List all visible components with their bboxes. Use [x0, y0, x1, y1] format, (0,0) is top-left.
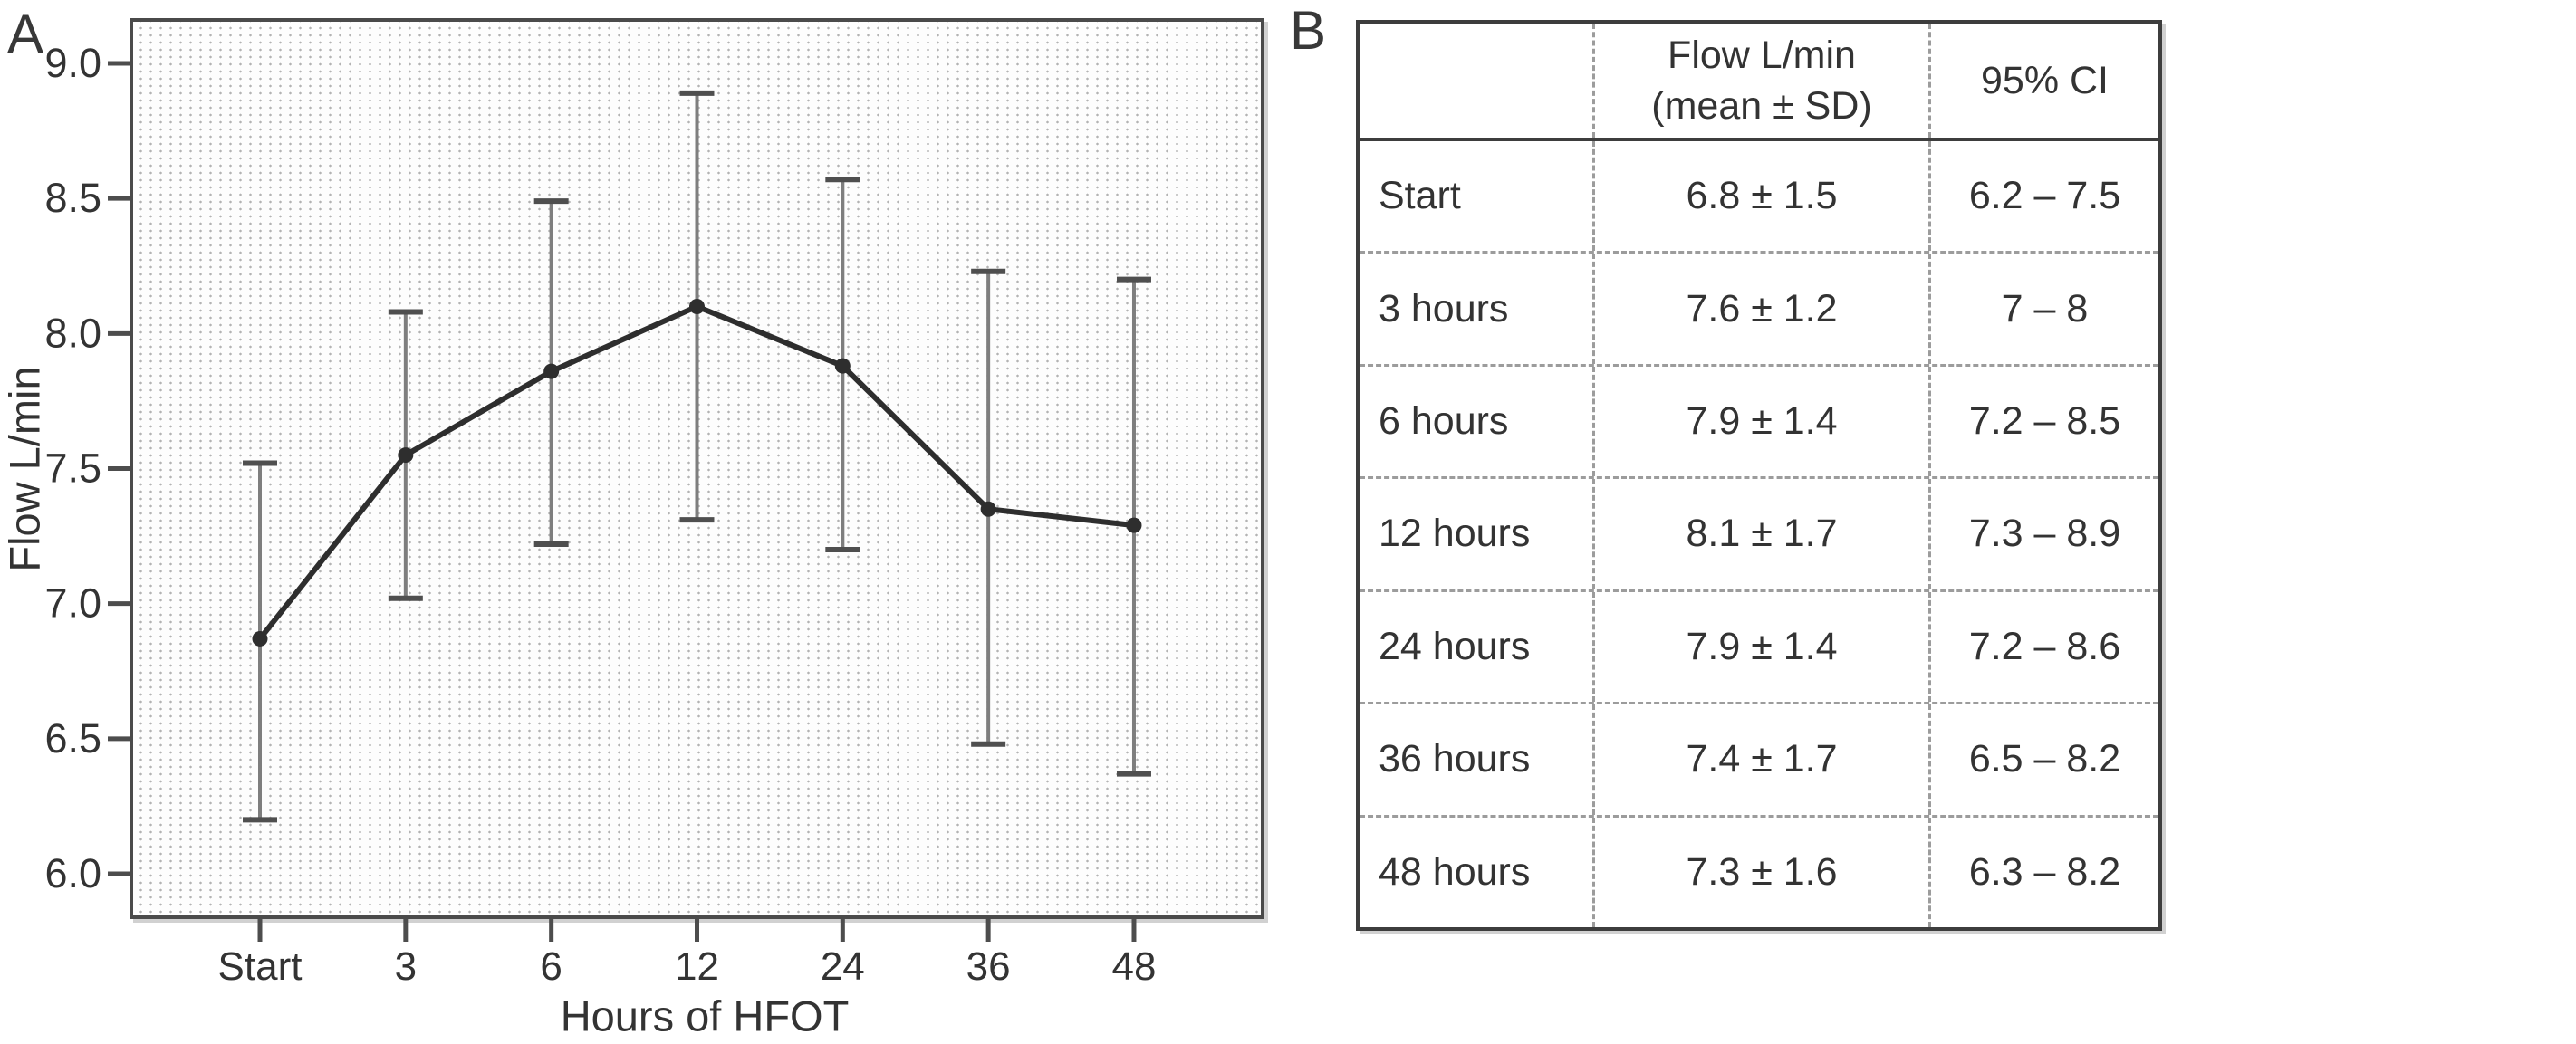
y-tick-label: 9.0 [44, 40, 101, 86]
cell-time: 12 hours [1379, 512, 1531, 556]
table-row: 12 hours 8.1 ± 1.7 7.3 – 8.9 [1360, 476, 2158, 589]
x-tick-label: 12 [675, 944, 719, 989]
table-body: Start 6.8 ± 1.5 6.2 – 7.5 3 hours 7.6 ± 1.2 7… [1360, 141, 2158, 927]
cell-95ci: 7.2 – 8.6 [1928, 591, 2158, 703]
data-point [834, 358, 851, 374]
cell-95ci: 6.5 – 8.2 [1928, 704, 2158, 815]
cell-95ci: 7.3 – 8.9 [1928, 479, 2158, 589]
cell-95ci: 7.2 – 8.5 [1928, 366, 2158, 477]
header-flow-line1: Flow L/min [1668, 34, 1856, 77]
cell-flow-mean-sd: 7.3 ± 1.6 [1592, 817, 1928, 927]
table-row: 6 hours 7.9 ± 1.4 7.2 – 8.5 [1360, 363, 2158, 477]
cell-flow-mean-sd: 8.1 ± 1.7 [1592, 479, 1928, 589]
summary-table: Flow L/min (mean ± SD) 95% CI Start 6.8 ±… [1356, 20, 2162, 931]
header-time-blank [1360, 24, 1592, 138]
cell-flow-mean-sd: 7.9 ± 1.4 [1592, 591, 1928, 703]
cell-flow-mean-sd: 7.9 ± 1.4 [1592, 366, 1928, 477]
header-ci: 95% CI [1928, 24, 2158, 138]
table-row: 36 hours 7.4 ± 1.7 6.5 – 8.2 [1360, 702, 2158, 815]
table-row: 3 hours 7.6 ± 1.2 7 – 8 [1360, 251, 2158, 364]
cell-flow-mean-sd: 6.8 ± 1.5 [1592, 141, 1928, 252]
x-tick-label: Start [218, 944, 303, 989]
data-point [398, 447, 414, 464]
cell-time: Start [1379, 174, 1461, 218]
x-tick-label: 36 [966, 944, 1011, 989]
data-point [688, 298, 705, 314]
cell-95ci: 6.3 – 8.2 [1928, 817, 2158, 927]
cell-time: 3 hours [1379, 286, 1509, 330]
y-tick-label: 8.5 [44, 175, 101, 221]
cell-time: 48 hours [1379, 849, 1531, 894]
data-point [1126, 517, 1142, 533]
data-point [543, 363, 560, 379]
panel-a-label: A [7, 4, 44, 64]
table-row: 48 hours 7.3 ± 1.6 6.3 – 8.2 [1360, 814, 2158, 927]
x-tick-label: 6 [540, 944, 562, 989]
y-axis-title: Flow L/min [0, 366, 49, 572]
table-row: 24 hours 7.9 ± 1.4 7.2 – 8.6 [1360, 589, 2158, 703]
x-tick-label: 48 [1112, 944, 1157, 989]
cell-time: 36 hours [1379, 737, 1531, 781]
table-header-row: Flow L/min (mean ± SD) 95% CI [1360, 24, 2158, 141]
cell-flow-mean-sd: 7.4 ± 1.7 [1592, 704, 1928, 815]
header-flow-line2: (mean ± SD) [1651, 84, 1872, 128]
header-flow: Flow L/min (mean ± SD) [1592, 24, 1928, 138]
y-tick-label: 6.5 [44, 715, 101, 761]
y-tick-label: 7.0 [44, 580, 101, 627]
y-tick-label: 7.5 [44, 445, 101, 491]
y-tick-label: 6.0 [44, 850, 101, 896]
table-row: Start 6.8 ± 1.5 6.2 – 7.5 [1360, 141, 2158, 252]
x-tick-label: 3 [395, 944, 417, 989]
x-tick-label: 24 [821, 944, 865, 989]
data-point [252, 630, 268, 647]
cell-time: 24 hours [1379, 624, 1531, 668]
cell-95ci: 6.2 – 7.5 [1928, 141, 2158, 252]
x-axis-title: Hours of HFOT [560, 991, 850, 1040]
cell-time: 6 hours [1379, 399, 1509, 444]
cell-flow-mean-sd: 7.6 ± 1.2 [1592, 254, 1928, 364]
panel-b-label: B [1290, 0, 1327, 61]
y-tick-label: 8.0 [44, 310, 101, 356]
cell-95ci: 7 – 8 [1928, 254, 2158, 364]
data-point [980, 501, 996, 517]
